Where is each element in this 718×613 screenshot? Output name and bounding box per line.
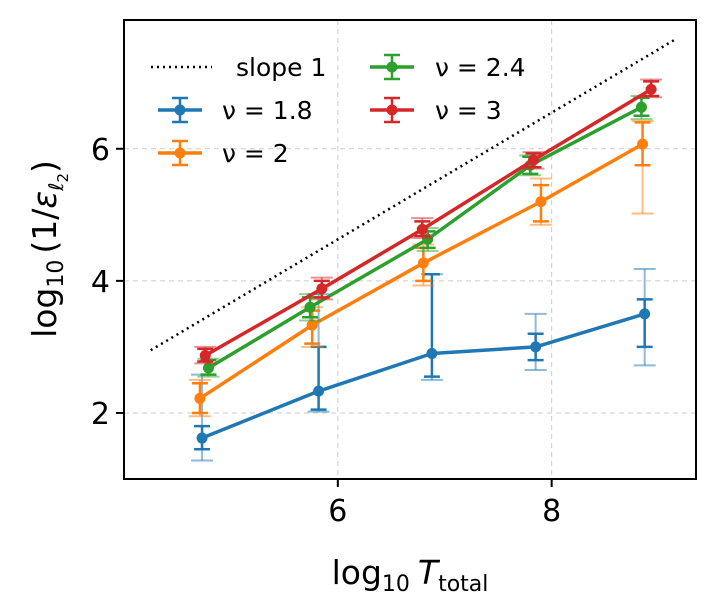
plot-frame (123, 19, 697, 480)
legend-slope-label: slope 1 (236, 53, 326, 82)
series-0-point-4 (639, 308, 651, 320)
series-0 (191, 267, 656, 462)
series-0-point-2 (426, 348, 438, 360)
legend-handle-2 (370, 53, 414, 81)
series-3-point-3 (527, 154, 539, 166)
series-1-point-0 (194, 392, 206, 404)
series-1-point-3 (535, 196, 547, 208)
y-tick-label-0: 2 (91, 397, 110, 432)
y-axis-label-sub: 10 (44, 260, 69, 288)
series-1-line (198, 142, 644, 400)
y-axis-label-open: (1/ (25, 208, 64, 254)
legend-label-3: ν = 3 (435, 96, 502, 125)
series-1-point-1 (306, 319, 318, 331)
series-3 (194, 78, 663, 365)
series-0-point-0 (196, 432, 208, 444)
y-tick-label-2: 6 (91, 133, 110, 168)
x-tick-label-1: 8 (542, 494, 561, 529)
y-axis-label-var: ε (25, 191, 64, 209)
reference-line-group (150, 38, 676, 352)
legend-label-0: ν = 1.8 (222, 96, 313, 125)
x-axis-label-var: T (418, 553, 441, 592)
series-3-point-2 (416, 223, 428, 235)
y-axis-label-main: log (25, 288, 64, 338)
slope-reference-line (150, 38, 676, 352)
x-axis-label-sub: 10 (382, 572, 410, 597)
y-tick-label-1: 4 (91, 265, 110, 300)
series-2-point-0 (202, 362, 214, 374)
x-tick-label-0: 6 (328, 494, 347, 529)
series-3-point-4 (645, 83, 657, 95)
legend-label-2: ν = 2.4 (435, 53, 526, 82)
legend-handle-1-marker (174, 147, 186, 159)
y-axis-label-close: ) (25, 160, 64, 173)
y-axis-label-varsubsub: 2 (54, 173, 72, 183)
series-3-point-1 (316, 283, 328, 295)
series-2-point-4 (635, 101, 647, 113)
x-axis-label: log10 Ttotal (332, 553, 489, 597)
legend-handle-0 (158, 96, 202, 124)
legend-handle-3-marker (386, 104, 398, 116)
legend-label-1: ν = 2 (222, 139, 289, 168)
x-axis-label-main: log (332, 553, 382, 592)
series-2-point-1 (304, 301, 316, 313)
legend-handle-0-marker (174, 104, 186, 116)
grid-lines (124, 20, 696, 479)
x-axis-label-varsub: total (438, 572, 488, 597)
series-1-point-4 (637, 138, 649, 150)
series-0-point-1 (313, 385, 325, 397)
axis-ticks: 6 8 2 4 6 (91, 133, 561, 529)
series-1-point-2 (417, 257, 429, 269)
series-0-point-3 (530, 341, 542, 353)
y-axis-label-varsub: ℓ (44, 183, 68, 192)
series-layer (188, 78, 663, 462)
legend-handle-3 (370, 96, 414, 124)
y-axis-label: log10 (1/εℓ2) (25, 160, 72, 338)
legend: slope 1 ν = 1.8 ν = 2 ν = 2.4 ν = 3 (151, 53, 526, 168)
legend-handle-1 (158, 139, 202, 167)
series-3-point-0 (199, 349, 211, 361)
legend-handle-2-marker (386, 61, 398, 73)
